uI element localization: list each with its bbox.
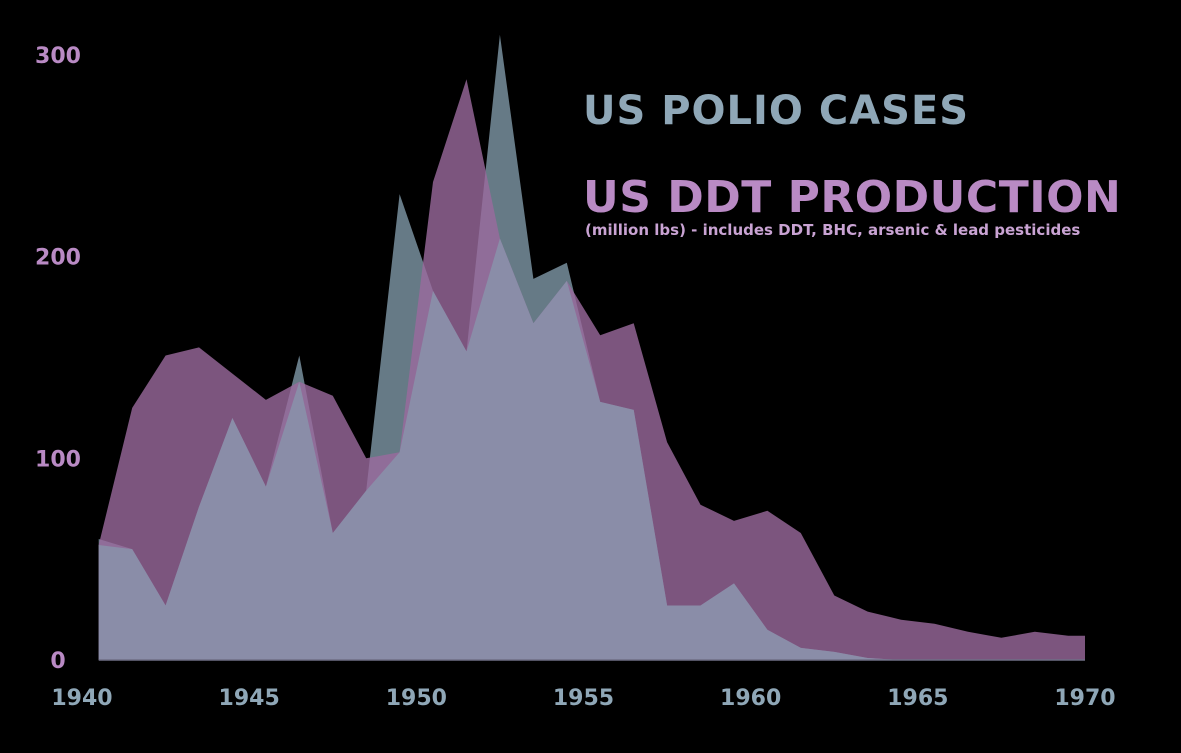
y-axis-ticks: 0 100 200 300 [35,44,81,674]
y-tick-label: 0 [50,649,65,674]
ddt-series-subtitle: (million lbs) - includes DDT, BHC, arsen… [585,221,1081,239]
x-tick-label: 1950 [386,686,447,711]
ddt-area [98,79,1085,660]
chart-areas [98,34,1085,661]
x-tick-label: 1945 [219,686,280,711]
ddt-series-title: US DDT PRODUCTION [583,172,1122,223]
polio-series-title: US POLIO CASES [583,88,970,134]
overlap-area [98,238,1085,660]
y-tick-label: 100 [35,447,81,472]
x-tick-label: 1940 [51,686,112,711]
x-tick-label: 1960 [720,686,781,711]
x-tick-label: 1970 [1054,686,1115,711]
y-tick-label: 200 [35,246,81,271]
y-tick-label: 300 [35,44,81,69]
x-axis-ticks: 1940 1945 1950 1955 1960 1965 1970 [51,686,1115,711]
x-tick-label: 1955 [553,686,614,711]
x-tick-label: 1965 [887,686,948,711]
